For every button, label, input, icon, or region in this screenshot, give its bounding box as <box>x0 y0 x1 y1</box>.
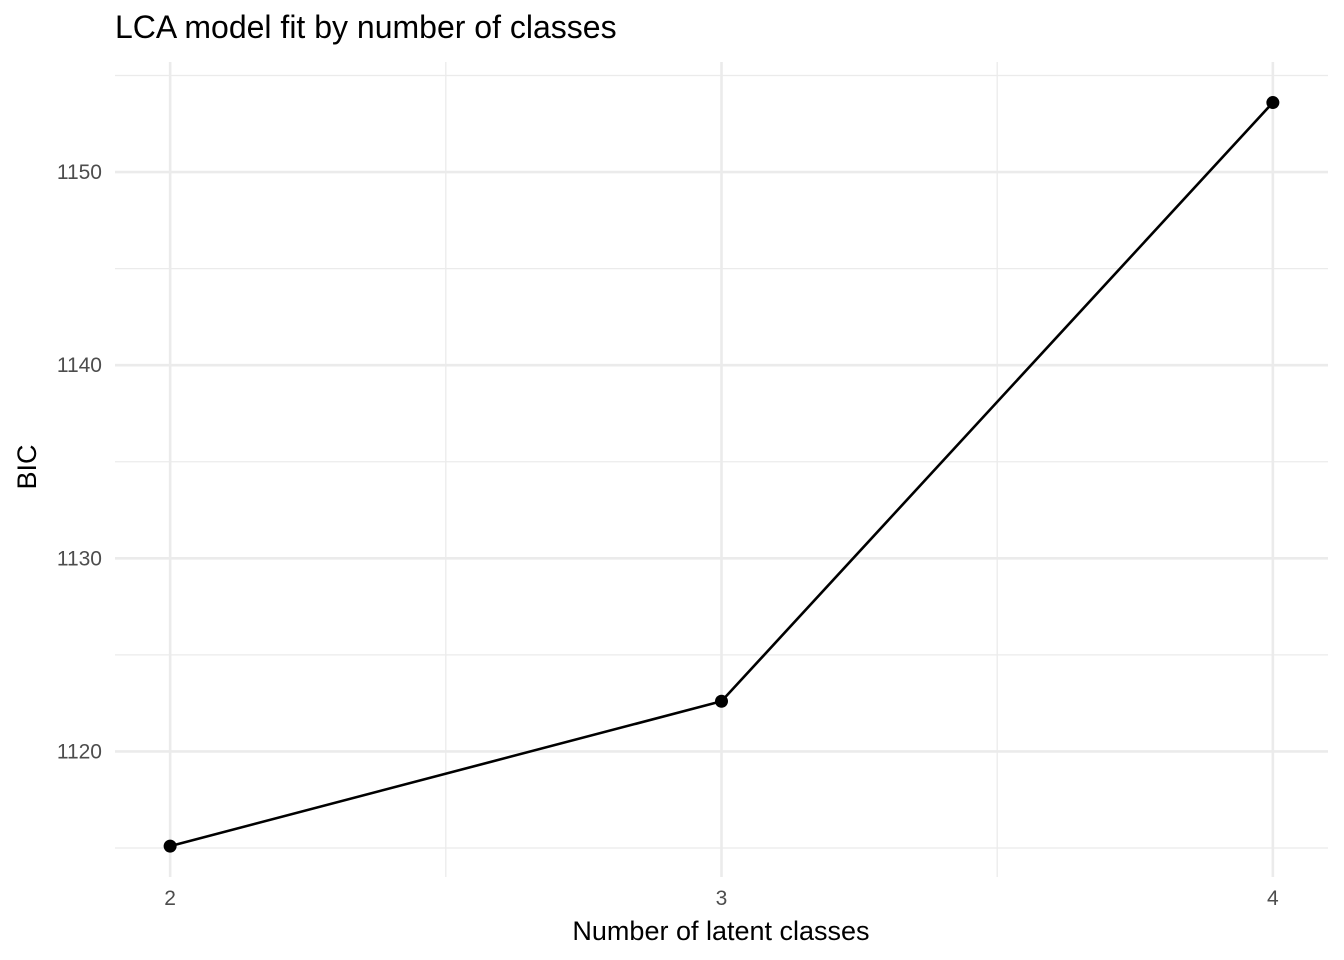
y-tick-label: 1120 <box>57 740 102 763</box>
grid-lines <box>115 62 1328 877</box>
x-tick-label: 3 <box>716 887 728 910</box>
data-point <box>715 694 728 708</box>
data-point <box>163 839 177 853</box>
x-axis-title: Number of latent classes <box>572 916 869 946</box>
x-tick-label: 4 <box>1267 887 1279 910</box>
x-tick-label: 2 <box>164 887 176 910</box>
y-tick-label: 1130 <box>57 547 102 570</box>
y-axis-title: BIC <box>12 444 42 489</box>
data-point <box>1266 96 1280 110</box>
series-bic <box>163 96 1280 853</box>
y-tick-label: 1140 <box>57 354 102 377</box>
chart-title: LCA model fit by number of classes <box>115 9 617 45</box>
y-tick-label: 1150 <box>57 161 102 184</box>
tick-labels: 1120 1130 1140 1150 2 3 4 <box>57 161 1279 910</box>
